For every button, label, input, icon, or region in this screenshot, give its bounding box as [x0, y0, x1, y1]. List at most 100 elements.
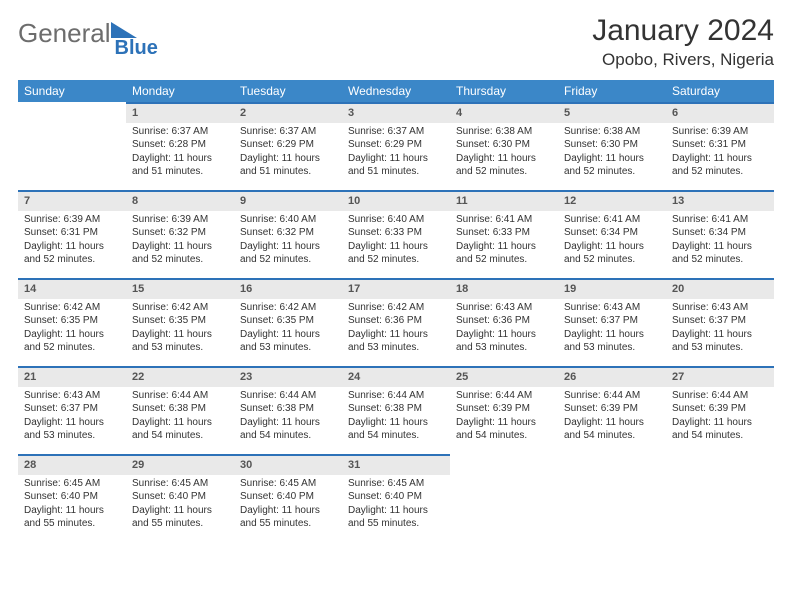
calendar-day-cell: 0 [666, 454, 774, 542]
sunrise-line: Sunrise: 6:37 AM [132, 125, 228, 139]
daylight-line: Daylight: 11 hours and 55 minutes. [24, 504, 120, 531]
sunrise-line: Sunrise: 6:44 AM [672, 389, 768, 403]
weekday-header: Sunday [18, 80, 126, 102]
calendar-table: SundayMondayTuesdayWednesdayThursdayFrid… [18, 80, 774, 542]
day-number: 1 [126, 102, 234, 123]
daylight-line: Daylight: 11 hours and 52 minutes. [564, 240, 660, 267]
sunrise-line: Sunrise: 6:38 AM [564, 125, 660, 139]
daylight-line: Daylight: 11 hours and 53 minutes. [132, 328, 228, 355]
calendar-day-cell: 4Sunrise: 6:38 AMSunset: 6:30 PMDaylight… [450, 102, 558, 190]
day-number: 27 [666, 366, 774, 387]
sunset-line: Sunset: 6:37 PM [24, 402, 120, 416]
day-content: Sunrise: 6:44 AMSunset: 6:39 PMDaylight:… [450, 387, 558, 447]
calendar-day-cell: 15Sunrise: 6:42 AMSunset: 6:35 PMDayligh… [126, 278, 234, 366]
daylight-line: Daylight: 11 hours and 54 minutes. [672, 416, 768, 443]
calendar-day-cell: 20Sunrise: 6:43 AMSunset: 6:37 PMDayligh… [666, 278, 774, 366]
sunrise-line: Sunrise: 6:44 AM [564, 389, 660, 403]
day-number: 6 [666, 102, 774, 123]
sunrise-line: Sunrise: 6:39 AM [672, 125, 768, 139]
sunrise-line: Sunrise: 6:41 AM [456, 213, 552, 227]
weekday-header: Saturday [666, 80, 774, 102]
day-number: 26 [558, 366, 666, 387]
calendar-day-cell: 7Sunrise: 6:39 AMSunset: 6:31 PMDaylight… [18, 190, 126, 278]
calendar-day-cell: 25Sunrise: 6:44 AMSunset: 6:39 PMDayligh… [450, 366, 558, 454]
calendar-week-row: 7Sunrise: 6:39 AMSunset: 6:31 PMDaylight… [18, 190, 774, 278]
day-number: 17 [342, 278, 450, 299]
sunset-line: Sunset: 6:38 PM [240, 402, 336, 416]
daylight-line: Daylight: 11 hours and 52 minutes. [348, 240, 444, 267]
day-content: Sunrise: 6:42 AMSunset: 6:35 PMDaylight:… [234, 299, 342, 359]
sunrise-line: Sunrise: 6:45 AM [240, 477, 336, 491]
calendar-day-cell: 19Sunrise: 6:43 AMSunset: 6:37 PMDayligh… [558, 278, 666, 366]
calendar-day-cell: 27Sunrise: 6:44 AMSunset: 6:39 PMDayligh… [666, 366, 774, 454]
sunset-line: Sunset: 6:39 PM [564, 402, 660, 416]
sunrise-line: Sunrise: 6:42 AM [24, 301, 120, 315]
sunrise-line: Sunrise: 6:42 AM [132, 301, 228, 315]
calendar-day-cell: 11Sunrise: 6:41 AMSunset: 6:33 PMDayligh… [450, 190, 558, 278]
page-title: January 2024 [592, 14, 774, 48]
day-number: 16 [234, 278, 342, 299]
header: General Blue January 2024 Opobo, Rivers,… [18, 14, 774, 70]
day-number: 11 [450, 190, 558, 211]
weekday-header-row: SundayMondayTuesdayWednesdayThursdayFrid… [18, 80, 774, 102]
calendar-day-cell: 28Sunrise: 6:45 AMSunset: 6:40 PMDayligh… [18, 454, 126, 542]
daylight-line: Daylight: 11 hours and 52 minutes. [24, 328, 120, 355]
triangle-icon [111, 22, 137, 38]
daylight-line: Daylight: 11 hours and 54 minutes. [456, 416, 552, 443]
daylight-line: Daylight: 11 hours and 52 minutes. [564, 152, 660, 179]
day-number: 19 [558, 278, 666, 299]
daylight-line: Daylight: 11 hours and 52 minutes. [456, 240, 552, 267]
daylight-line: Daylight: 11 hours and 52 minutes. [24, 240, 120, 267]
day-content: Sunrise: 6:44 AMSunset: 6:39 PMDaylight:… [666, 387, 774, 447]
sunrise-line: Sunrise: 6:41 AM [672, 213, 768, 227]
calendar-day-cell: 14Sunrise: 6:42 AMSunset: 6:35 PMDayligh… [18, 278, 126, 366]
day-content: Sunrise: 6:39 AMSunset: 6:31 PMDaylight:… [666, 123, 774, 183]
calendar-week-row: 21Sunrise: 6:43 AMSunset: 6:37 PMDayligh… [18, 366, 774, 454]
calendar-day-cell: 22Sunrise: 6:44 AMSunset: 6:38 PMDayligh… [126, 366, 234, 454]
sunrise-line: Sunrise: 6:41 AM [564, 213, 660, 227]
day-number: 12 [558, 190, 666, 211]
day-content: Sunrise: 6:38 AMSunset: 6:30 PMDaylight:… [450, 123, 558, 183]
day-number: 23 [234, 366, 342, 387]
calendar-day-cell: 5Sunrise: 6:38 AMSunset: 6:30 PMDaylight… [558, 102, 666, 190]
sunrise-line: Sunrise: 6:44 AM [348, 389, 444, 403]
brand-logo: General Blue [18, 14, 158, 58]
sunset-line: Sunset: 6:40 PM [348, 490, 444, 504]
calendar-day-cell: 10Sunrise: 6:40 AMSunset: 6:33 PMDayligh… [342, 190, 450, 278]
sunset-line: Sunset: 6:38 PM [132, 402, 228, 416]
day-content: Sunrise: 6:43 AMSunset: 6:37 PMDaylight:… [666, 299, 774, 359]
day-content: Sunrise: 6:37 AMSunset: 6:29 PMDaylight:… [342, 123, 450, 183]
day-content: Sunrise: 6:45 AMSunset: 6:40 PMDaylight:… [18, 475, 126, 535]
calendar-day-cell: 6Sunrise: 6:39 AMSunset: 6:31 PMDaylight… [666, 102, 774, 190]
calendar-day-cell: 30Sunrise: 6:45 AMSunset: 6:40 PMDayligh… [234, 454, 342, 542]
day-content: Sunrise: 6:41 AMSunset: 6:34 PMDaylight:… [558, 211, 666, 271]
day-content: Sunrise: 6:40 AMSunset: 6:33 PMDaylight:… [342, 211, 450, 271]
day-number: 18 [450, 278, 558, 299]
sunset-line: Sunset: 6:28 PM [132, 138, 228, 152]
sunset-line: Sunset: 6:39 PM [672, 402, 768, 416]
daylight-line: Daylight: 11 hours and 52 minutes. [456, 152, 552, 179]
day-number: 24 [342, 366, 450, 387]
day-content: Sunrise: 6:43 AMSunset: 6:37 PMDaylight:… [558, 299, 666, 359]
sunset-line: Sunset: 6:33 PM [348, 226, 444, 240]
sunset-line: Sunset: 6:34 PM [672, 226, 768, 240]
day-number: 15 [126, 278, 234, 299]
daylight-line: Daylight: 11 hours and 53 minutes. [564, 328, 660, 355]
brand-text-2: Blue [115, 38, 158, 58]
day-number: 9 [234, 190, 342, 211]
weekday-header: Thursday [450, 80, 558, 102]
daylight-line: Daylight: 11 hours and 52 minutes. [132, 240, 228, 267]
calendar-day-cell: 13Sunrise: 6:41 AMSunset: 6:34 PMDayligh… [666, 190, 774, 278]
sunset-line: Sunset: 6:36 PM [348, 314, 444, 328]
day-number: 30 [234, 454, 342, 475]
calendar-day-cell: 0 [450, 454, 558, 542]
daylight-line: Daylight: 11 hours and 53 minutes. [348, 328, 444, 355]
sunrise-line: Sunrise: 6:45 AM [132, 477, 228, 491]
calendar-day-cell: 0 [18, 102, 126, 190]
daylight-line: Daylight: 11 hours and 54 minutes. [240, 416, 336, 443]
day-content: Sunrise: 6:42 AMSunset: 6:35 PMDaylight:… [126, 299, 234, 359]
sunrise-line: Sunrise: 6:43 AM [24, 389, 120, 403]
day-number: 3 [342, 102, 450, 123]
daylight-line: Daylight: 11 hours and 54 minutes. [564, 416, 660, 443]
calendar-day-cell: 31Sunrise: 6:45 AMSunset: 6:40 PMDayligh… [342, 454, 450, 542]
